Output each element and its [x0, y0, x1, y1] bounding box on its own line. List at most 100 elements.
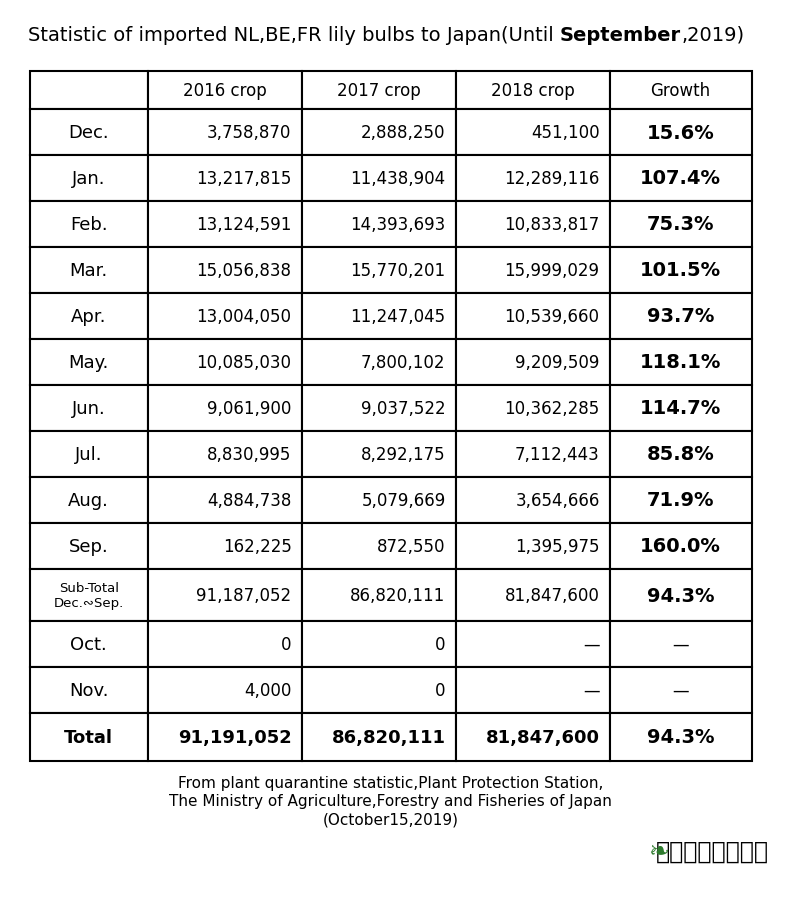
Text: 10,833,817: 10,833,817	[503, 216, 599, 234]
Text: 3,654,666: 3,654,666	[515, 491, 599, 509]
Text: 114.7%: 114.7%	[639, 399, 720, 418]
Text: 101.5%: 101.5%	[639, 261, 720, 281]
Bar	[30, 156, 148, 201]
Text: 0: 0	[434, 681, 445, 700]
Bar	[301, 110, 455, 156]
Bar	[301, 432, 455, 477]
Bar	[30, 524, 148, 569]
Text: 3,758,870: 3,758,870	[207, 124, 291, 142]
Text: 2017 crop: 2017 crop	[336, 82, 420, 100]
Text: Growth: Growth	[650, 82, 710, 100]
Text: 2016 crop: 2016 crop	[182, 82, 266, 100]
Text: 12,289,116: 12,289,116	[503, 169, 599, 188]
Text: 11,438,904: 11,438,904	[350, 169, 445, 188]
Bar	[30, 110, 148, 156]
Text: 10,539,660: 10,539,660	[504, 308, 599, 325]
Bar	[30, 385, 148, 432]
Text: 91,191,052: 91,191,052	[177, 728, 291, 746]
Text: Sep.: Sep.	[69, 537, 108, 556]
Text: (October15,2019): (October15,2019)	[323, 812, 459, 826]
Bar	[148, 667, 301, 713]
Text: May.: May.	[68, 353, 109, 372]
Text: 15,056,838: 15,056,838	[196, 261, 291, 280]
Bar	[301, 569, 455, 621]
Bar	[609, 569, 751, 621]
Bar	[148, 524, 301, 569]
Text: 13,217,815: 13,217,815	[196, 169, 291, 188]
Bar	[455, 110, 609, 156]
Bar	[148, 201, 301, 248]
Text: Jun.: Jun.	[71, 400, 105, 417]
Text: Apr.: Apr.	[71, 308, 106, 325]
Bar	[301, 201, 455, 248]
Bar	[148, 156, 301, 201]
Bar	[148, 621, 301, 667]
Text: 13,004,050: 13,004,050	[196, 308, 291, 325]
Bar	[30, 201, 148, 248]
Bar	[455, 477, 609, 524]
Bar	[609, 248, 751, 293]
Bar	[609, 524, 751, 569]
Text: 107.4%: 107.4%	[639, 169, 720, 189]
Text: Total: Total	[64, 728, 113, 746]
Text: 10,085,030: 10,085,030	[196, 353, 291, 372]
Text: Jan.: Jan.	[72, 169, 105, 188]
Text: 93.7%: 93.7%	[646, 307, 713, 326]
Bar	[30, 72, 148, 110]
Bar	[148, 248, 301, 293]
Text: Dec.: Dec.	[68, 124, 109, 142]
Text: 160.0%: 160.0%	[639, 537, 720, 556]
Text: 9,061,900: 9,061,900	[207, 400, 291, 417]
Bar	[30, 713, 148, 762]
Text: 94.3%: 94.3%	[646, 728, 714, 747]
Text: Sub-Total
Dec.∾Sep.: Sub-Total Dec.∾Sep.	[54, 581, 124, 609]
Bar	[609, 293, 751, 340]
Text: Feb.: Feb.	[70, 216, 108, 234]
Bar	[301, 524, 455, 569]
Bar	[30, 569, 148, 621]
Text: ❧: ❧	[648, 839, 669, 863]
Bar	[148, 72, 301, 110]
Bar	[609, 713, 751, 762]
Text: 15.6%: 15.6%	[646, 123, 714, 142]
Bar	[148, 293, 301, 340]
Bar	[455, 293, 609, 340]
Bar	[455, 156, 609, 201]
Bar	[30, 248, 148, 293]
Text: September: September	[560, 26, 680, 45]
Bar	[609, 340, 751, 385]
Bar	[301, 385, 455, 432]
Text: ,2019): ,2019)	[680, 26, 744, 45]
Text: 75.3%: 75.3%	[646, 215, 714, 234]
Text: 7,112,443: 7,112,443	[514, 445, 599, 464]
Text: 10,362,285: 10,362,285	[503, 400, 599, 417]
Bar	[455, 713, 609, 762]
Text: 11,247,045: 11,247,045	[350, 308, 445, 325]
Bar	[609, 477, 751, 524]
Bar	[301, 156, 455, 201]
Text: 86,820,111: 86,820,111	[350, 587, 445, 604]
Bar	[301, 477, 455, 524]
Text: Oct.: Oct.	[71, 635, 107, 653]
Bar	[30, 621, 148, 667]
Bar	[301, 667, 455, 713]
Bar	[455, 621, 609, 667]
Text: 94.3%: 94.3%	[646, 586, 714, 605]
Bar	[148, 477, 301, 524]
Bar	[455, 432, 609, 477]
Text: 13,124,591: 13,124,591	[196, 216, 291, 234]
Text: 2,888,250: 2,888,250	[361, 124, 445, 142]
Text: 0: 0	[434, 635, 445, 653]
Text: 81,847,600: 81,847,600	[485, 728, 599, 746]
Text: 1,395,975: 1,395,975	[515, 537, 599, 556]
Text: 4,000: 4,000	[244, 681, 291, 700]
Bar	[455, 201, 609, 248]
Bar	[455, 667, 609, 713]
Text: Aug.: Aug.	[68, 491, 109, 509]
Bar	[455, 72, 609, 110]
Text: 86,820,111: 86,820,111	[331, 728, 445, 746]
Bar	[30, 432, 148, 477]
Bar	[455, 248, 609, 293]
Text: 7,800,102: 7,800,102	[361, 353, 445, 372]
Bar	[301, 293, 455, 340]
